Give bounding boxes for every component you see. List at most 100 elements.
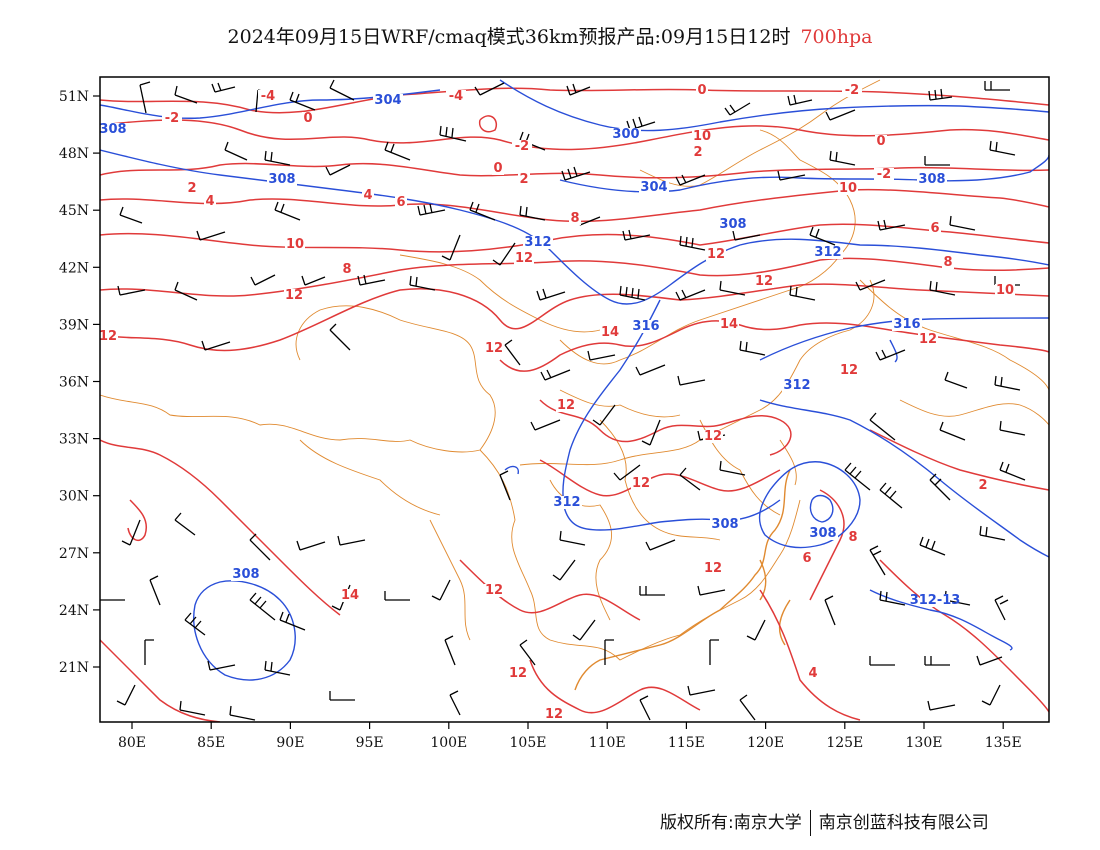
temperature-label-bg xyxy=(484,584,504,597)
temperature-contour-label: -4 xyxy=(449,89,463,104)
x-tick-label: 100E xyxy=(430,735,467,751)
temperature-contour-label: 10 xyxy=(996,283,1014,298)
temperature-contour-label: 8 xyxy=(342,262,351,277)
height-label-bg xyxy=(100,123,128,136)
temperature-contour-label: 12 xyxy=(509,666,527,681)
height-label-bg xyxy=(718,218,748,231)
temperature-label-bg xyxy=(514,252,534,265)
x-tick-label: 85E xyxy=(197,735,225,751)
temperature-contour-label: 6 xyxy=(396,195,405,210)
y-tick-label: 39N xyxy=(59,317,89,333)
temperature-label-bg xyxy=(692,146,704,159)
temperature-contour-label: 0 xyxy=(303,111,312,126)
temperature-contour-label: 12 xyxy=(515,251,533,266)
height-contour-label: 316 xyxy=(632,319,659,334)
y-tick-label: 45N xyxy=(59,203,89,219)
temperature-label-bg xyxy=(446,90,466,103)
temperature-contour-label: -2 xyxy=(515,139,529,154)
temperature-contour-label: 8 xyxy=(848,530,857,545)
temperature-contour-label: 0 xyxy=(493,161,502,176)
x-tick-label: 125E xyxy=(826,735,863,751)
temperature-contour-label: 12 xyxy=(485,583,503,598)
y-tick-label: 48N xyxy=(59,146,89,162)
x-tick-label: 130E xyxy=(906,735,943,751)
temperature-contour-label: 14 xyxy=(341,588,359,603)
temperature-label-bg xyxy=(492,162,504,175)
temperature-label-bg xyxy=(518,173,530,186)
height-contour-label: 308 xyxy=(711,517,738,532)
temperature-label-bg xyxy=(569,212,581,225)
temperature-label-bg xyxy=(847,531,859,544)
temperature-label-bg xyxy=(801,552,813,565)
temperature-contours xyxy=(100,87,1049,722)
temperature-label-bg xyxy=(186,182,198,195)
temperature-contour-label: 0 xyxy=(876,134,885,149)
height-contour-label: 308 xyxy=(918,172,945,187)
temperature-label-bg xyxy=(362,189,374,202)
temperature-label-bg xyxy=(692,130,712,143)
temperature-label-bg xyxy=(807,667,819,680)
height-label-bg xyxy=(920,594,950,607)
temperature-contour-label: 12 xyxy=(99,329,117,344)
temperature-contour-label: 2 xyxy=(519,172,528,187)
temperature-label-bg xyxy=(875,135,887,148)
height-contour-label: 304 xyxy=(374,93,401,108)
height-label-layer: 304 308 300 308 304 308 308 312 312 316 316 312 312 3… xyxy=(99,93,961,608)
copyright-right: 南京创蓝科技有限公司 xyxy=(818,813,989,833)
temperature-contour-label: 12 xyxy=(840,363,858,378)
temperature-label-bg xyxy=(838,182,858,195)
height-label-bg xyxy=(813,246,843,259)
temperature-contour-label: 12 xyxy=(704,561,722,576)
temperature-contour-label: 14 xyxy=(601,325,619,340)
y-tick-label: 42N xyxy=(59,260,89,276)
y-tick-label: 27N xyxy=(59,546,89,562)
temperature-label-bg xyxy=(918,333,938,346)
temperature-contour-label: 4 xyxy=(205,194,214,209)
temperature-label-bg xyxy=(942,256,954,269)
x-tick-label: 120E xyxy=(747,735,784,751)
height-label-bg xyxy=(782,379,812,392)
temperature-contour-label: 12 xyxy=(557,398,575,413)
temperature-label-bg xyxy=(302,112,314,125)
x-tick-label: 135E xyxy=(985,735,1022,751)
temperature-label-bg xyxy=(719,318,739,331)
temperature-label-bg xyxy=(703,562,723,575)
height-label-bg xyxy=(267,173,297,186)
temperature-label-bg xyxy=(839,364,859,377)
temperature-contour-label: 4 xyxy=(808,666,817,681)
temperature-contour-label: 4 xyxy=(363,188,372,203)
height-contour-label: 312-13 xyxy=(910,593,961,608)
temperature-contour-label: 12 xyxy=(707,247,725,262)
y-axis: 51N 48N 45N 42N 39N 36N 33N 30N 27N 24N 21N xyxy=(59,89,100,676)
y-tick-label: 51N xyxy=(59,89,89,105)
height-contour-label: 308 xyxy=(719,217,746,232)
temperature-label-bg xyxy=(204,195,216,208)
height-label-bg xyxy=(631,320,661,333)
y-tick-label: 36N xyxy=(59,375,89,391)
height-label-bg xyxy=(231,568,261,581)
height-label-bg xyxy=(917,173,947,186)
temperature-label-bg xyxy=(929,222,941,235)
x-tick-label: 90E xyxy=(276,735,304,751)
temperature-contour-label: 10 xyxy=(693,129,711,144)
y-tick-label: 21N xyxy=(59,660,89,676)
temperature-contour-label: 12 xyxy=(755,274,773,289)
temperature-contour-label: 2 xyxy=(187,181,196,196)
temperature-contour-label: 12 xyxy=(704,429,722,444)
temperature-label-bg xyxy=(874,168,894,181)
height-contour-label: 312 xyxy=(814,245,841,260)
height-contour-label: 308 xyxy=(99,122,126,137)
temperature-contour-label: 2 xyxy=(693,145,702,160)
temperature-label-bg xyxy=(631,477,651,490)
height-contour-label: 312 xyxy=(783,378,810,393)
height-label-bg xyxy=(552,496,582,509)
temperature-contour-label: 14 xyxy=(720,317,738,332)
temperature-contour-label: 12 xyxy=(545,707,563,722)
height-contour-label: 308 xyxy=(268,172,295,187)
temperature-contour-label: 8 xyxy=(943,255,952,270)
plot-frame xyxy=(99,76,1050,723)
map-title: 2024年09月15日WRF/cmaq模式36km预报产品:09月15日12时 7… xyxy=(0,22,1100,49)
x-tick-label: 80E xyxy=(118,735,146,751)
